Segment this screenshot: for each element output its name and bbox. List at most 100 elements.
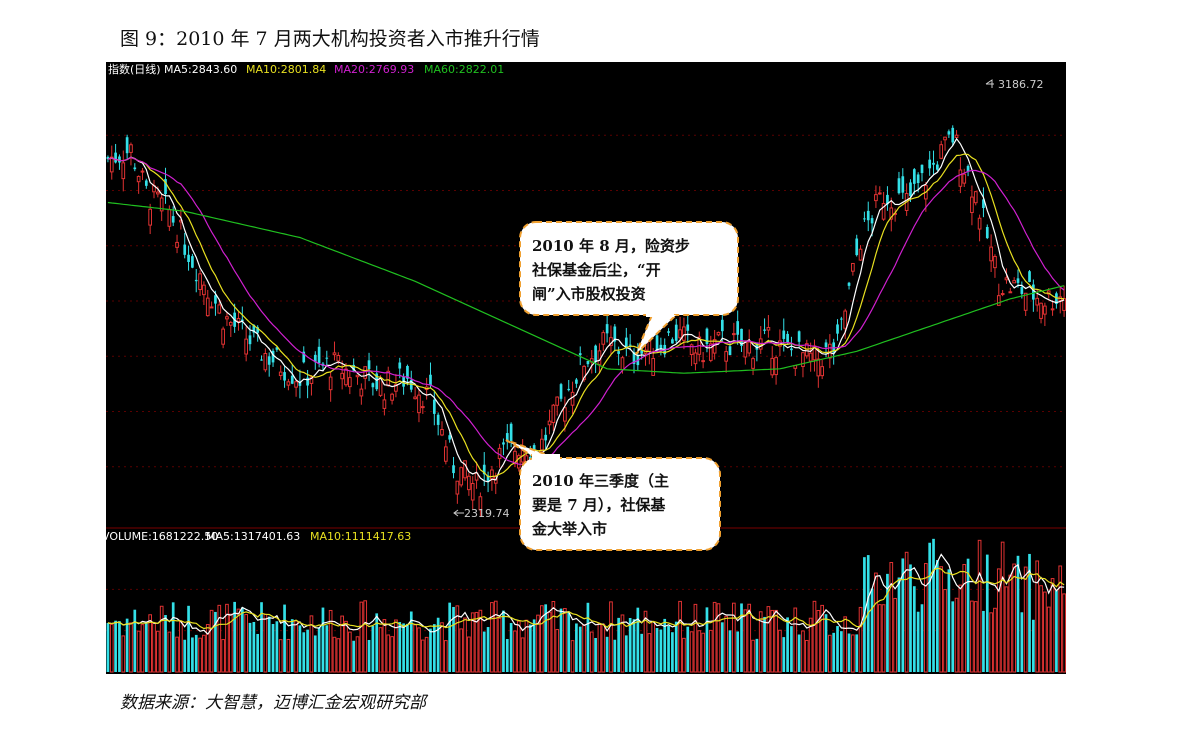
- callout1-line3: 闸”入市股权投资: [532, 285, 646, 303]
- volume-bar: [620, 614, 625, 673]
- volume-bar: [932, 538, 935, 672]
- volume-bar: [567, 611, 571, 672]
- candle: [347, 370, 352, 395]
- candle: [544, 427, 548, 451]
- volume-bar: [797, 634, 801, 672]
- candle: [951, 125, 955, 147]
- candle: [183, 232, 187, 259]
- candle: [136, 175, 141, 194]
- candle: [1043, 302, 1047, 327]
- volume-bar: [923, 563, 928, 673]
- volume-bar: [482, 631, 486, 672]
- volume-bar: [877, 604, 882, 673]
- volume-bar: [325, 625, 329, 672]
- volume-bar: [187, 605, 190, 672]
- candle: [559, 382, 563, 402]
- candle: [843, 308, 848, 340]
- candle: [982, 187, 985, 218]
- legend-volume: VOLUME:1681222.50: [106, 530, 218, 543]
- candle: [693, 348, 698, 371]
- volume-bar: [901, 558, 905, 672]
- volume-bar: [221, 639, 225, 673]
- volume-bar: [575, 623, 578, 672]
- candle: [877, 186, 882, 195]
- volume-bar: [555, 629, 560, 673]
- volume-bar: [1028, 553, 1031, 672]
- ma-layer: [107, 137, 1065, 483]
- candle: [932, 150, 935, 175]
- candle: [371, 382, 375, 396]
- legend-vol-ma10: MA10:1111417.63: [310, 530, 411, 543]
- volume-bar: [820, 604, 825, 673]
- volume-bar: [697, 630, 702, 673]
- volume-bar: [962, 564, 967, 673]
- candle: [236, 311, 241, 331]
- candle: [191, 253, 194, 269]
- volume-bar: [589, 631, 594, 673]
- candle: [555, 396, 560, 416]
- candle: [866, 201, 870, 232]
- volume-bar: [493, 600, 498, 673]
- volume-bar: [352, 640, 356, 672]
- candle: [563, 396, 567, 432]
- chart-svg: 指数(日线) MA5:2843.60 MA10:2801.84 MA20:276…: [106, 62, 1066, 674]
- volume-bar: [336, 638, 341, 673]
- candle: [144, 178, 148, 189]
- candle: [516, 453, 521, 472]
- candle: [129, 142, 133, 166]
- volume-bar: [858, 606, 863, 673]
- candle: [751, 356, 755, 376]
- volume-bar: [958, 584, 963, 673]
- chart-background: [106, 62, 1066, 674]
- candle: [720, 314, 724, 342]
- volume-bar: [720, 622, 724, 672]
- candle: [901, 168, 905, 199]
- volume-bar: [359, 601, 364, 673]
- candle: [413, 387, 417, 400]
- volume-bar: [920, 604, 924, 672]
- volume-bar: [605, 636, 609, 672]
- candle: [816, 347, 821, 388]
- candle: [459, 467, 464, 488]
- volume-bar: [993, 607, 997, 673]
- volume-bar: [106, 622, 110, 672]
- volume-bar: [1035, 560, 1040, 673]
- volume-bar: [532, 619, 536, 672]
- candle: [851, 262, 855, 276]
- volume-bar: [716, 603, 721, 673]
- candle: [505, 424, 509, 450]
- legend-ma20: MA20:2769.93: [334, 63, 414, 76]
- candle: [1000, 290, 1005, 297]
- volume-bar: [155, 630, 160, 673]
- volume-bar: [855, 634, 859, 672]
- volume-bar: [175, 636, 179, 673]
- volume-bar: [309, 615, 314, 673]
- volume-bar: [133, 609, 137, 672]
- callout1-line1: 2010 年 8 月，险资步: [532, 237, 690, 255]
- volume-bar: [129, 622, 133, 673]
- volume-bar: [248, 622, 252, 672]
- candle: [962, 168, 967, 188]
- candle: [175, 234, 179, 254]
- candle: [551, 403, 556, 431]
- candle: [724, 345, 729, 373]
- candle: [782, 318, 786, 352]
- candle: [202, 281, 206, 306]
- candle: [375, 365, 379, 392]
- volume-bar: [455, 605, 460, 673]
- volume-bar: [686, 626, 690, 672]
- volume-bar: [617, 617, 620, 672]
- volume-bar: [651, 621, 656, 673]
- candle: [766, 315, 771, 338]
- volume-bar: [118, 621, 121, 672]
- volume-bar: [939, 566, 944, 673]
- candle: [674, 318, 678, 344]
- volume-bar: [420, 639, 425, 673]
- volume-bar: [628, 617, 632, 672]
- volume-bar: [678, 600, 682, 673]
- volume-bar: [286, 638, 291, 673]
- volume-bar: [1043, 591, 1047, 673]
- candle: [118, 154, 121, 170]
- callout2-line2: 要是 7 月），社保基: [532, 496, 666, 514]
- volume-bar: [758, 611, 763, 673]
